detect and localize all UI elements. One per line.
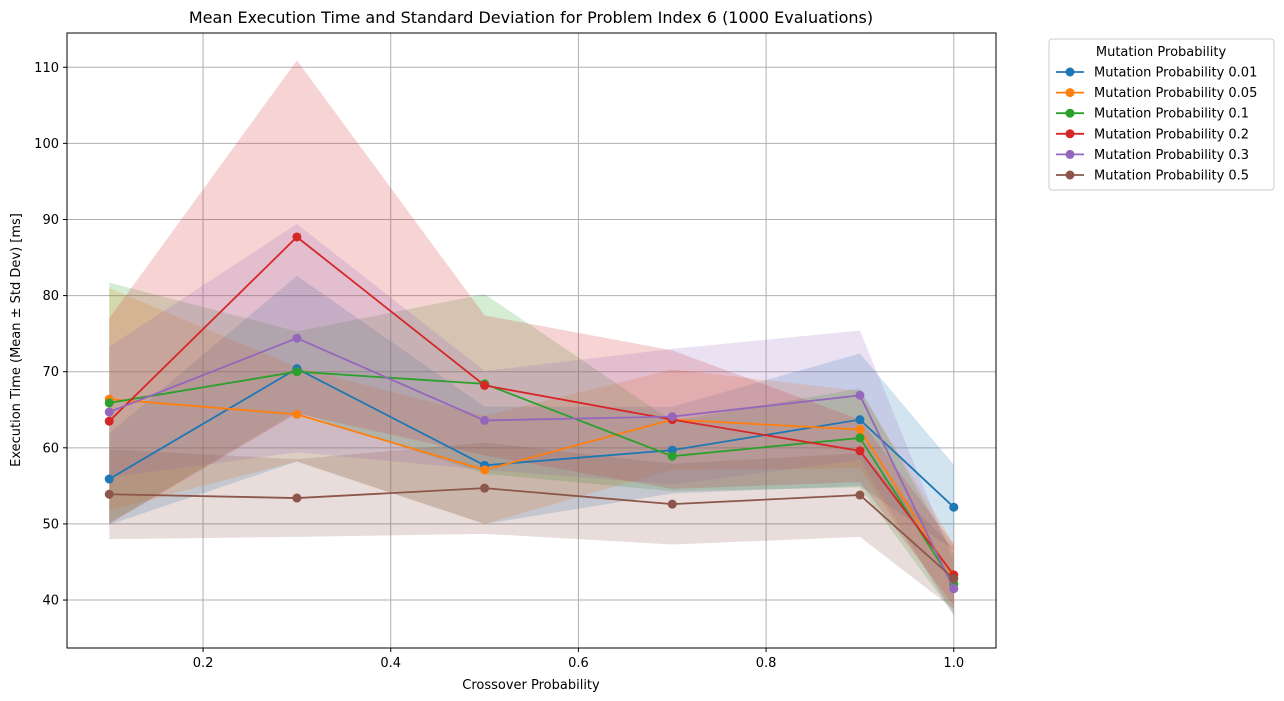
y-tick-label: 40	[42, 594, 59, 609]
y-tick-label: 80	[42, 289, 59, 304]
data-point	[104, 398, 114, 408]
legend-marker	[1065, 88, 1075, 98]
legend-marker	[1065, 108, 1075, 118]
data-point	[667, 499, 677, 509]
series-line	[109, 487, 955, 580]
legend-items: Mutation Probability 0.01 Mutation Probab…	[1056, 66, 1257, 184]
legend-label: Mutation Probability 0.2	[1094, 127, 1249, 142]
legend: Mutation Probability Mutation Probabilit…	[1048, 38, 1275, 191]
data-point	[855, 490, 865, 500]
x-axis-ticks: 0.2 0.4 0.6 0.8 1.0	[193, 648, 964, 671]
data-point	[104, 489, 114, 499]
x-tick-label: 0.4	[380, 656, 401, 671]
std-band	[109, 275, 954, 550]
y-tick-label: 90	[42, 213, 59, 228]
data-point	[667, 412, 677, 422]
legend-label: Mutation Probability 0.1	[1094, 107, 1249, 122]
legend-marker	[1065, 170, 1075, 180]
series-lines	[104, 232, 959, 594]
data-point	[855, 425, 865, 435]
data-point	[855, 433, 865, 443]
legend-label: Mutation Probability 0.05	[1094, 86, 1257, 101]
legend-label: Mutation Probability 0.5	[1094, 169, 1249, 184]
data-point	[855, 390, 865, 400]
y-tick-label: 50	[42, 517, 59, 532]
legend-marker	[1065, 149, 1075, 159]
data-point	[292, 232, 302, 242]
data-point	[104, 407, 114, 417]
y-tick-label: 70	[42, 365, 59, 380]
data-point	[949, 502, 959, 512]
data-point	[949, 584, 959, 594]
data-point	[292, 409, 302, 419]
grid	[67, 33, 996, 648]
series-line	[109, 370, 955, 585]
data-point	[104, 416, 114, 426]
x-tick-label: 1.0	[943, 656, 964, 671]
data-point	[667, 451, 677, 461]
plot-frame	[66, 32, 997, 649]
x-axis-title: Crossover Probability	[462, 678, 600, 693]
legend-marker	[1065, 67, 1075, 77]
y-tick-label: 60	[42, 441, 59, 456]
legend-marker	[1065, 129, 1075, 139]
legend-label: Mutation Probability 0.3	[1094, 148, 1249, 163]
y-axis-ticks: 40 50 60 70 80 90 100 110	[34, 61, 67, 609]
data-point	[949, 574, 959, 584]
std-band	[109, 287, 954, 613]
chart-title: Mean Execution Time and Standard Deviati…	[189, 8, 873, 27]
y-tick-label: 110	[34, 61, 59, 76]
data-point	[104, 474, 114, 484]
x-tick-label: 0.2	[193, 656, 214, 671]
data-point	[292, 333, 302, 343]
x-tick-label: 0.8	[756, 656, 777, 671]
data-point	[480, 465, 490, 475]
series-line	[109, 398, 955, 579]
series-line	[108, 367, 955, 508]
std-band	[109, 60, 954, 606]
legend-title: Mutation Probability	[1096, 45, 1227, 60]
legend-box	[1048, 38, 1275, 191]
data-point	[480, 415, 490, 425]
data-point	[855, 415, 865, 425]
legend-label: Mutation Probability 0.01	[1094, 66, 1257, 81]
y-tick-label: 100	[34, 137, 59, 152]
std-band	[109, 442, 954, 610]
data-point	[480, 483, 490, 493]
series-line	[108, 235, 955, 576]
data-point	[855, 446, 865, 456]
x-tick-label: 0.6	[568, 656, 589, 671]
series-line	[108, 337, 955, 590]
data-point	[292, 367, 302, 377]
data-point	[480, 380, 490, 390]
std-band	[109, 282, 954, 615]
data-point	[292, 493, 302, 503]
y-axis-title: Execution Time (Mean ± Std Dev) [ms]	[9, 213, 24, 467]
